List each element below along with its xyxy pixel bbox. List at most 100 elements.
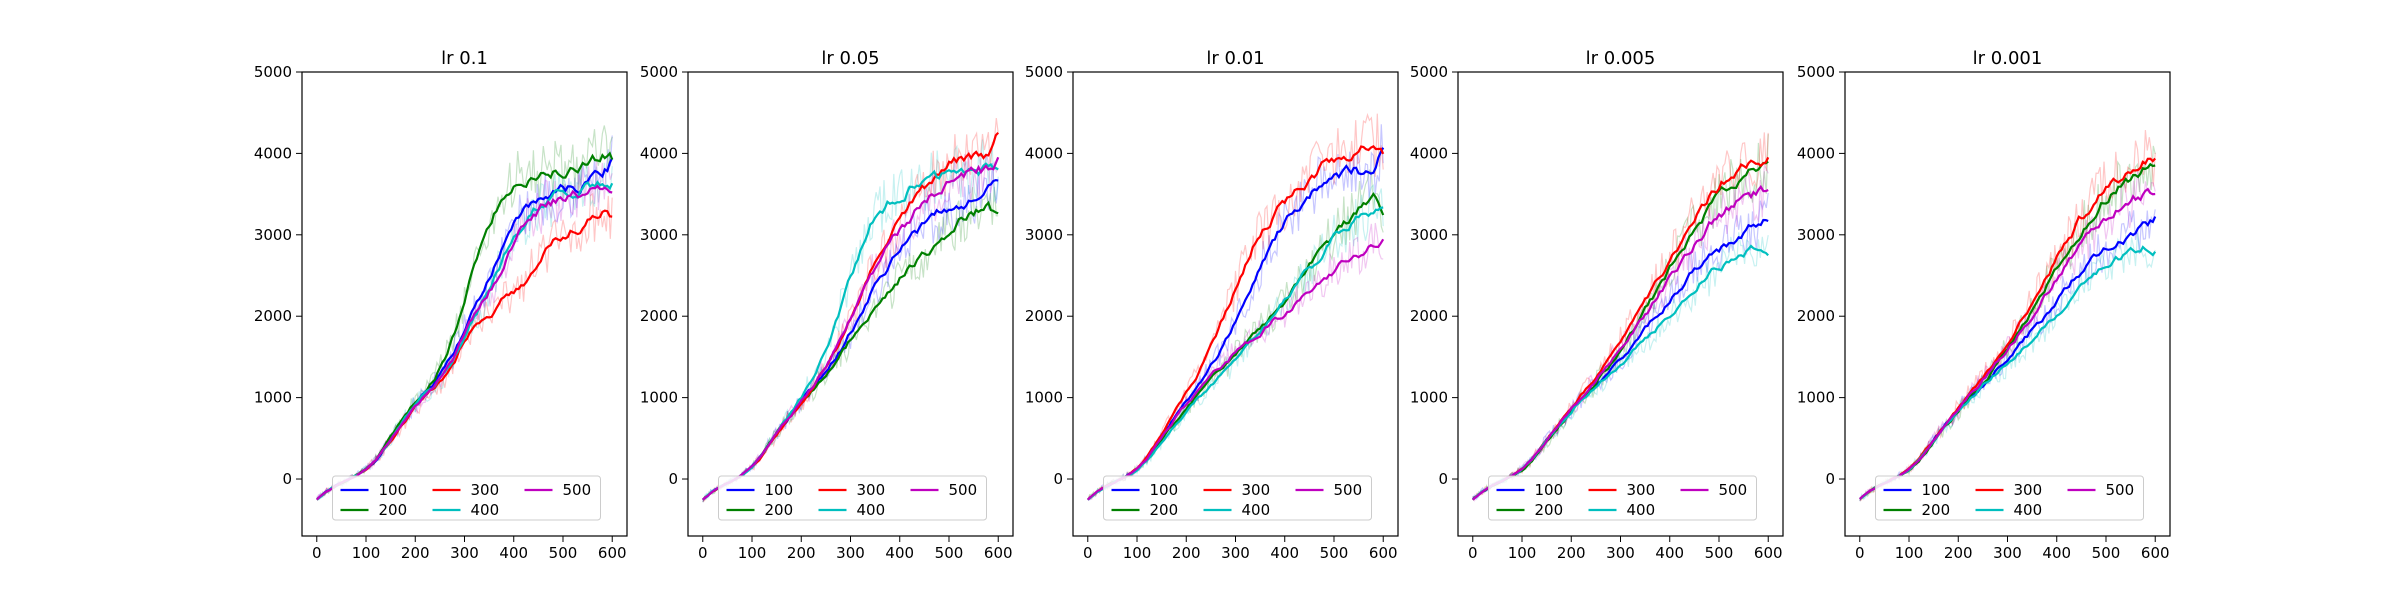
- legend-label-400: 400: [471, 501, 500, 519]
- series-200-raw-line: [1859, 145, 2156, 502]
- legend-label-400: 400: [857, 501, 886, 519]
- chart-title: lr 0.005: [1586, 48, 1656, 69]
- x-tick-label: 600: [598, 544, 627, 562]
- series-500-line: [316, 184, 613, 501]
- x-tick-label: 400: [885, 544, 914, 562]
- plot-area: [1087, 112, 1385, 501]
- plot-frame: [1072, 71, 1399, 537]
- y-tick-label: 5000: [1410, 63, 1448, 81]
- legend-label-100: 100: [765, 481, 794, 499]
- subplot-4: lr 0.005 0 100 200 300 400 500 600 0 1000 2000 3000…: [1410, 48, 1784, 562]
- series-400-raw-line: [1859, 233, 2156, 501]
- x-tick-label: 100: [1508, 544, 1537, 562]
- chart-title: lr 0.05: [821, 48, 879, 69]
- series-100-raw-line: [1472, 192, 1769, 501]
- x-tick-label: 500: [1320, 544, 1349, 562]
- legend-label-500: 500: [1334, 481, 1363, 499]
- series-400-line: [1087, 206, 1384, 501]
- legend-label-100: 100: [379, 481, 408, 499]
- legend-box: [1488, 475, 1757, 521]
- y-tick-label: 2000: [640, 307, 678, 325]
- series-300-raw-line: [1087, 112, 1384, 500]
- series-100-line: [316, 157, 614, 501]
- y-tick-label: 1000: [1797, 389, 1835, 407]
- subplot-3: lr 0.01 0 100 200 300 400 500 600 0 1000 2000 3000 4…: [1025, 48, 1399, 562]
- y-tick-label: 0: [668, 470, 678, 488]
- chart-title: lr 0.1: [441, 48, 488, 69]
- legend-label-300: 300: [471, 481, 500, 499]
- x-tick-label: 100: [738, 544, 767, 562]
- series-400-line: [1472, 244, 1769, 501]
- legend-label-200: 200: [1150, 501, 1179, 519]
- series-300-raw-line: [1472, 132, 1769, 499]
- subplot-5: lr 0.001 0 100 200 300 400 500 600 0 1000 2000 3000…: [1797, 48, 2171, 562]
- series-100-raw-line: [316, 135, 613, 499]
- y-tick-label: 2000: [1025, 307, 1063, 325]
- legend-box: [718, 475, 987, 521]
- legend: 100 200 300 400 500: [718, 475, 987, 521]
- x-tick-label: 0: [698, 544, 708, 562]
- x-tick-label: 100: [1895, 544, 1924, 562]
- chart-title: lr 0.001: [1973, 48, 2043, 69]
- legend-label-100: 100: [1535, 481, 1564, 499]
- legend-box: [1875, 475, 2144, 521]
- y-tick-label: 2000: [1797, 307, 1835, 325]
- x-tick-label: 400: [1270, 544, 1299, 562]
- series-100-raw-line: [1087, 124, 1384, 501]
- x-tick-label: 200: [1944, 544, 1973, 562]
- x-tick-label: 300: [836, 544, 865, 562]
- series-500-raw-line: [1472, 163, 1769, 503]
- legend-label-300: 300: [2014, 481, 2043, 499]
- series-200-line: [316, 151, 614, 501]
- y-tick-label: 4000: [640, 144, 678, 162]
- series-500-line: [1087, 238, 1385, 501]
- x-tick-label: 500: [1705, 544, 1734, 562]
- legend: 100 200 300 400 500: [1875, 475, 2144, 521]
- series-500-raw-line: [1087, 222, 1384, 500]
- x-tick-label: 100: [352, 544, 381, 562]
- x-tick-label: 100: [1123, 544, 1152, 562]
- legend-label-100: 100: [1922, 481, 1951, 499]
- legend-label-500: 500: [949, 481, 978, 499]
- legend-label-200: 200: [1535, 501, 1564, 519]
- y-tick-label: 5000: [1025, 63, 1063, 81]
- legend-box: [332, 475, 601, 521]
- y-tick-label: 5000: [640, 63, 678, 81]
- y-tick-label: 4000: [1025, 144, 1063, 162]
- series-300-line: [316, 209, 613, 501]
- x-tick-label: 200: [787, 544, 816, 562]
- y-tick-label: 1000: [254, 389, 292, 407]
- legend-label-200: 200: [765, 501, 794, 519]
- x-tick-label: 300: [1221, 544, 1250, 562]
- legend-label-500: 500: [2106, 481, 2135, 499]
- legend-label-500: 500: [1719, 481, 1748, 499]
- legend-label-300: 300: [1242, 481, 1271, 499]
- y-tick-label: 3000: [1797, 226, 1835, 244]
- series-500-line: [1859, 187, 2156, 500]
- x-tick-label: 0: [1083, 544, 1093, 562]
- legend-label-400: 400: [1242, 501, 1271, 519]
- legend: 100 200 300 400 500: [1488, 475, 1757, 521]
- y-tick-label: 5000: [254, 63, 292, 81]
- series-500-line: [1472, 184, 1769, 501]
- legend-label-200: 200: [1922, 501, 1951, 519]
- plot-area: [1859, 129, 2157, 502]
- y-tick-label: 4000: [1410, 144, 1448, 162]
- series-500-raw-line: [1859, 170, 2156, 501]
- series-300-line: [1859, 157, 2157, 500]
- x-tick-label: 0: [1468, 544, 1478, 562]
- y-tick-label: 3000: [1025, 226, 1063, 244]
- subplot-1: lr 0.1 0 100 200 300 400 500 600 0 1000 2000 3000 40…: [254, 48, 628, 562]
- chart-title: lr 0.01: [1206, 48, 1264, 69]
- x-tick-label: 600: [2141, 544, 2170, 562]
- x-tick-label: 400: [2042, 544, 2071, 562]
- plot-frame: [1844, 71, 2171, 537]
- y-tick-label: 4000: [1797, 144, 1835, 162]
- y-tick-label: 4000: [254, 144, 292, 162]
- x-tick-label: 200: [1557, 544, 1586, 562]
- x-tick-label: 400: [1655, 544, 1684, 562]
- y-tick-label: 3000: [1410, 226, 1448, 244]
- x-tick-label: 0: [1855, 544, 1865, 562]
- legend-label-300: 300: [1627, 481, 1656, 499]
- x-tick-label: 500: [935, 544, 964, 562]
